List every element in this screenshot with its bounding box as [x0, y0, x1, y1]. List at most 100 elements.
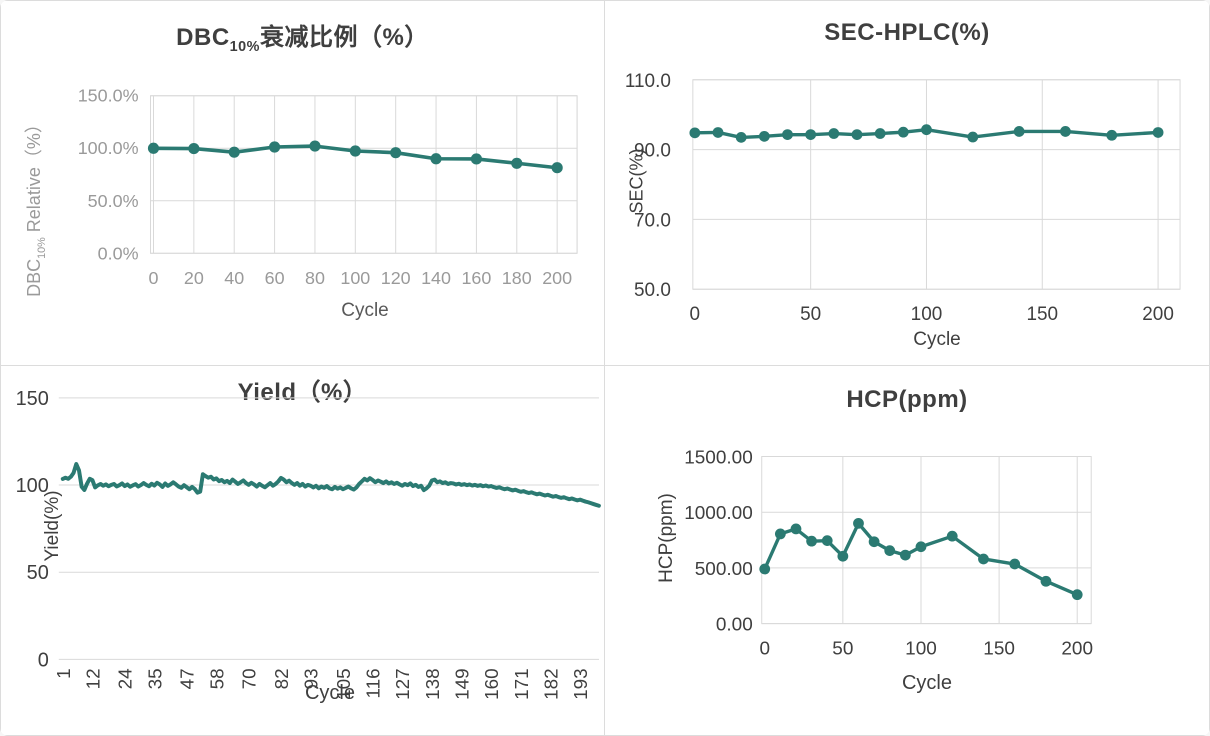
dbc-plot-area: 0.0% 50.0% 100.0% 150.0% 0 20 40 60 80 100 120 140 1…: [78, 86, 578, 288]
x-tick-label: 82: [272, 668, 293, 689]
x-tick-label: 47: [178, 668, 199, 689]
x-tick-label: 80: [305, 268, 325, 288]
x-tick-label: 1: [54, 668, 75, 679]
data-point-marker: [511, 157, 523, 169]
x-tick-label: 0: [759, 638, 770, 659]
chart-panel-yield: Yield（%） Yield(%) Cycle 0 50 100 150 1 12 24 35…: [1, 366, 604, 735]
data-point-marker: [758, 130, 770, 142]
chart-panel-sec-hplc: SEC-HPLC(%) SEC(%) Cycle 50.0 70.0 90.0 110…: [605, 1, 1209, 365]
data-point-marker: [228, 146, 240, 158]
x-tick-label: 160: [482, 668, 503, 700]
data-point-marker: [821, 535, 833, 546]
data-point-marker: [921, 124, 932, 136]
y-tick-label: 100: [16, 475, 49, 497]
data-point-marker: [868, 536, 880, 548]
data-point-marker: [774, 528, 786, 540]
sec-x-axis-title: Cycle: [913, 329, 961, 350]
x-tick-label: 100: [911, 304, 943, 325]
yield-x-axis-title: Cycle: [304, 682, 355, 704]
series-line: [60, 462, 601, 508]
x-tick-label: 0: [690, 304, 701, 325]
y-tick-label: 500.00: [695, 559, 753, 580]
x-tick-label: 140: [421, 268, 451, 288]
plot-border: [150, 95, 578, 254]
x-tick-label: 93: [302, 668, 323, 689]
data-point-marker: [1060, 126, 1071, 137]
plot-border: [761, 456, 1092, 625]
data-point-marker: [782, 129, 793, 140]
x-tick-label: 127: [393, 668, 414, 700]
data-point-marker: [967, 131, 979, 143]
x-tick-label: 193: [571, 668, 592, 700]
y-tick-label: 0.00: [716, 615, 753, 636]
data-point-marker: [147, 142, 160, 154]
data-point-marker: [430, 153, 442, 165]
x-tick-label: 150: [1026, 304, 1058, 325]
y-tick-label: 1000.00: [684, 503, 753, 524]
y-tick-label: 90.0: [634, 141, 671, 162]
y-tick-label: 50: [27, 562, 49, 584]
x-tick-label: 0: [149, 268, 159, 288]
chart-panel-hcp: HCP(ppm) HCP(ppm) Cycle 0.00 500.00 1000.0…: [605, 366, 1209, 735]
y-tick-label: 150: [16, 388, 49, 410]
yield-chart-title: Yield（%）: [237, 379, 368, 406]
data-point-marker: [899, 549, 911, 561]
x-tick-label: 100: [340, 268, 370, 288]
data-point-marker: [806, 535, 817, 547]
x-tick-label: 182: [541, 668, 562, 700]
series-line: [763, 521, 1079, 597]
data-point-marker: [1009, 558, 1021, 570]
x-tick-label: 60: [265, 268, 285, 288]
data-point-marker: [978, 553, 989, 565]
x-tick-label: 180: [502, 268, 532, 288]
plot-border: [692, 79, 1181, 290]
dbc-x-axis-title: Cycle: [341, 300, 389, 321]
data-point-marker: [851, 129, 863, 140]
x-tick-label: 200: [1061, 638, 1093, 659]
sec-plot-area: 50.0 70.0 90.0 110.0 0 50 100 150 200: [625, 71, 1181, 325]
data-point-marker: [689, 127, 701, 139]
data-point-marker: [946, 530, 958, 542]
data-point-marker: [309, 140, 321, 152]
sec-chart-title: SEC-HPLC(%): [824, 19, 990, 46]
data-point-marker: [390, 147, 402, 159]
x-tick-label: 50: [800, 304, 821, 325]
x-tick-label: 100: [905, 638, 937, 659]
y-tick-label: 150.0%: [78, 86, 139, 106]
x-tick-label: 12: [83, 668, 104, 689]
y-tick-label: 0: [38, 649, 49, 671]
y-tick-label: 70.0: [634, 210, 671, 231]
dbc-chart-title: DBC10%衰减比例（%）: [176, 24, 429, 55]
series-line: [693, 127, 1160, 140]
data-point-marker: [1152, 127, 1164, 138]
hcp-plot-area: 0.00 500.00 1000.00 1500.00 0 50 100 150 200: [684, 448, 1093, 660]
data-point-marker: [828, 128, 840, 139]
y-tick-label: 110.0: [625, 71, 671, 92]
x-tick-label: 24: [116, 668, 137, 689]
x-tick-label: 200: [1142, 304, 1174, 325]
data-point-marker: [1071, 589, 1083, 601]
data-point-marker: [269, 141, 281, 153]
x-tick-label: 200: [542, 268, 572, 288]
x-tick-label: 120: [381, 268, 411, 288]
x-tick-label: 138: [423, 668, 444, 700]
data-point-marker: [1013, 126, 1025, 137]
data-point-marker: [759, 563, 771, 575]
x-tick-label: 70: [240, 668, 261, 689]
data-point-marker: [1106, 129, 1118, 141]
yield-plot-area: 0 50 100 150 1 12 24 35 47 58 70 82 93 105 116 127 138 14…: [16, 388, 601, 700]
hcp-chart-title: HCP(ppm): [846, 386, 968, 413]
data-point-marker: [188, 142, 200, 155]
x-tick-label: 171: [512, 668, 533, 700]
data-point-marker: [551, 162, 563, 174]
data-point-marker: [874, 128, 886, 139]
x-tick-label: 40: [224, 268, 244, 288]
x-tick-label: 58: [207, 668, 228, 689]
data-point-marker: [853, 517, 864, 529]
y-tick-label: 100.0%: [78, 138, 139, 158]
data-point-marker: [884, 545, 896, 557]
x-tick-label: 116: [364, 668, 385, 698]
x-tick-label: 105: [334, 668, 355, 700]
data-point-marker: [805, 129, 817, 140]
